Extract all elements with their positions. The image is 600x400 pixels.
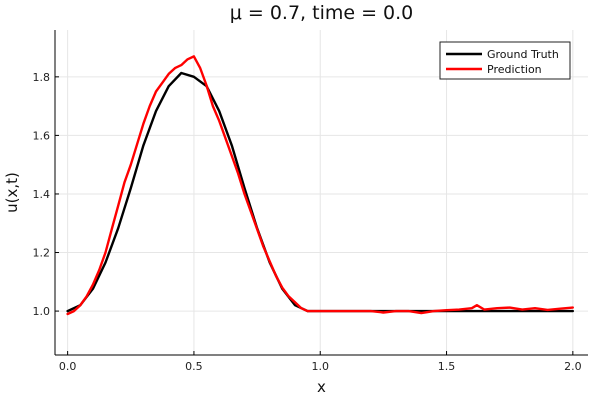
y-tick-label: 1.4	[33, 188, 51, 201]
legend-label-prediction: Prediction	[487, 63, 542, 76]
series-line-prediction	[66, 55, 574, 316]
x-tick-label: 0.5	[185, 360, 203, 373]
x-axis-label: x	[317, 378, 326, 396]
y-axis-label: u(x,t)	[3, 172, 21, 213]
legend-label-ground-truth: Ground Truth	[487, 48, 559, 61]
y-tick-label: 1.2	[33, 247, 51, 260]
series-group	[66, 55, 574, 316]
ticks: 0.0 0.5 1.0 1.5 2.0 1.0 1.2 1.4 1.6 1.8	[33, 71, 582, 373]
x-tick-label: 0.0	[59, 360, 77, 373]
y-tick-label: 1.6	[33, 129, 51, 142]
x-tick-label: 2.0	[564, 360, 582, 373]
y-tick-label: 1.8	[33, 71, 51, 84]
x-tick-label: 1.5	[438, 360, 456, 373]
axes	[54, 30, 588, 356]
chart-title: μ = 0.7, time = 0.0	[230, 2, 414, 24]
x-tick-label: 1.0	[311, 360, 329, 373]
legend-box	[439, 41, 571, 80]
y-tick-label: 1.0	[33, 305, 51, 318]
legend: Ground Truth Prediction	[439, 41, 571, 80]
